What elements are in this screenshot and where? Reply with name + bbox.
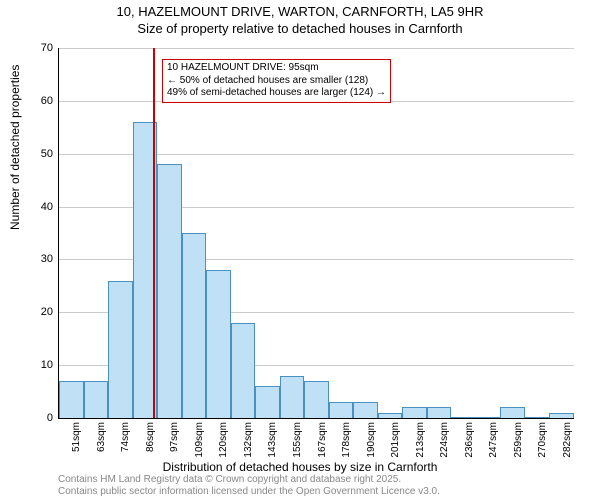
x-tick-label: 51sqm	[71, 422, 82, 452]
grid-line	[59, 48, 574, 49]
histogram-bar	[427, 407, 452, 418]
x-tick-label: 155sqm	[292, 422, 303, 458]
x-tick-label: 190sqm	[366, 422, 377, 458]
y-tick-label: 30	[41, 253, 53, 265]
chart-container: 10, HAZELMOUNT DRIVE, WARTON, CARNFORTH,…	[0, 0, 600, 500]
title-line-1: 10, HAZELMOUNT DRIVE, WARTON, CARNFORTH,…	[0, 4, 600, 21]
x-axis-label: Distribution of detached houses by size …	[0, 460, 600, 474]
chart-title: 10, HAZELMOUNT DRIVE, WARTON, CARNFORTH,…	[0, 0, 600, 38]
x-tick-label: 236sqm	[464, 422, 475, 458]
histogram-bar	[378, 413, 403, 418]
x-tick-label: 178sqm	[341, 422, 352, 458]
x-tick-label: 143sqm	[267, 422, 278, 458]
x-tick-label: 259sqm	[513, 422, 524, 458]
x-tick-label: 167sqm	[317, 422, 328, 458]
attribution-footer: Contains HM Land Registry data © Crown c…	[58, 474, 440, 498]
annotation-line: ← 50% of detached houses are smaller (12…	[167, 75, 386, 88]
footer-line-2: Contains public sector information licen…	[58, 486, 440, 498]
histogram-bar	[157, 164, 182, 418]
annotation-box: 10 HAZELMOUNT DRIVE: 95sqm← 50% of detac…	[162, 59, 391, 103]
x-tick-label: 120sqm	[218, 422, 229, 458]
y-axis-label: Number of detached properties	[8, 65, 22, 230]
x-tick-label: 282sqm	[562, 422, 573, 458]
histogram-bar	[255, 386, 280, 418]
histogram-bar	[525, 417, 550, 418]
plot-area: 01020304050607051sqm63sqm74sqm86sqm97sqm…	[58, 48, 574, 419]
y-tick-label: 60	[41, 95, 53, 107]
histogram-bar	[231, 323, 256, 418]
histogram-bar	[500, 407, 525, 418]
histogram-bar	[402, 407, 427, 418]
histogram-bar	[451, 417, 476, 418]
x-tick-label: 86sqm	[145, 422, 156, 452]
x-tick-label: 247sqm	[488, 422, 499, 458]
annotation-line: 49% of semi-detached houses are larger (…	[167, 87, 386, 100]
y-tick-label: 0	[47, 412, 53, 424]
histogram-bar	[353, 402, 378, 418]
histogram-bar	[108, 281, 133, 418]
x-tick-label: 213sqm	[415, 422, 426, 458]
x-tick-label: 97sqm	[169, 422, 180, 452]
y-tick-label: 20	[41, 306, 53, 318]
histogram-bar	[549, 413, 574, 418]
annotation-line: 10 HAZELMOUNT DRIVE: 95sqm	[167, 62, 386, 75]
histogram-bar	[59, 381, 84, 418]
x-tick-label: 201sqm	[390, 422, 401, 458]
reference-line	[153, 48, 155, 418]
x-tick-label: 270sqm	[537, 422, 548, 458]
histogram-bar	[84, 381, 109, 418]
x-tick-label: 224sqm	[439, 422, 450, 458]
x-tick-label: 109sqm	[194, 422, 205, 458]
title-line-2: Size of property relative to detached ho…	[0, 21, 600, 38]
y-tick-label: 50	[41, 148, 53, 160]
histogram-bar	[304, 381, 329, 418]
histogram-bar	[182, 233, 207, 418]
y-tick-label: 10	[41, 359, 53, 371]
x-tick-label: 132sqm	[243, 422, 254, 458]
x-tick-label: 74sqm	[120, 422, 131, 452]
histogram-bar	[206, 270, 231, 418]
footer-line-1: Contains HM Land Registry data © Crown c…	[58, 474, 440, 486]
histogram-bar	[280, 376, 305, 418]
histogram-bar	[329, 402, 354, 418]
y-tick-label: 40	[41, 201, 53, 213]
histogram-bar	[476, 417, 501, 418]
y-tick-label: 70	[41, 42, 53, 54]
x-tick-label: 63sqm	[96, 422, 107, 452]
